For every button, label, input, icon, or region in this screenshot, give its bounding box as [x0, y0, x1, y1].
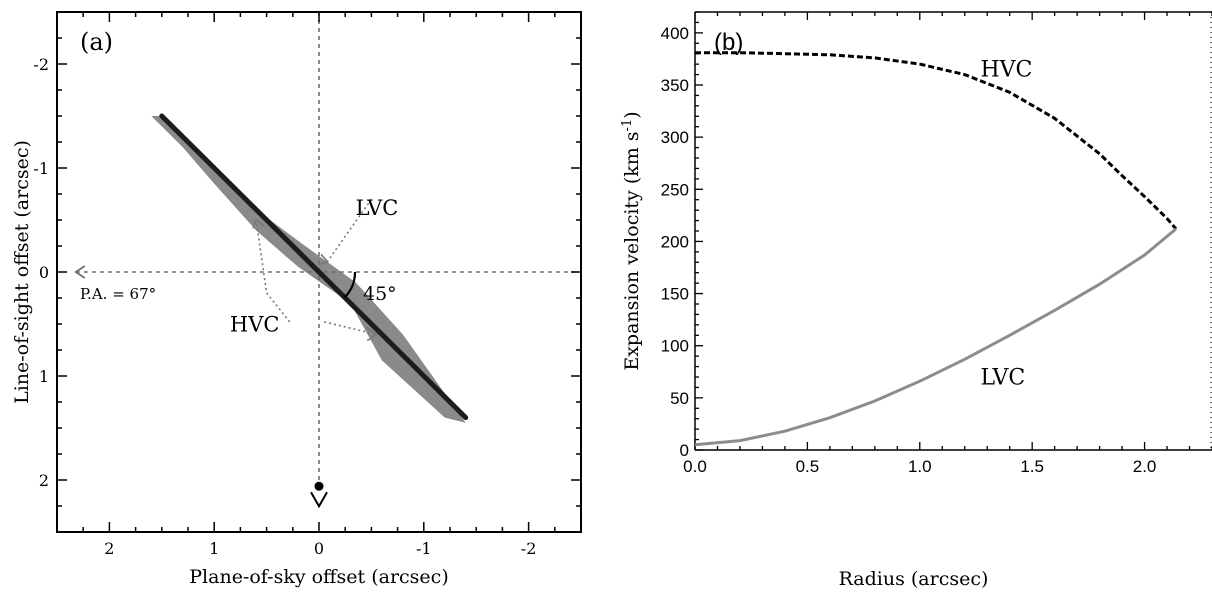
x-axis-label: Plane-of-sky offset (arcsec)	[189, 566, 448, 588]
observer-eye	[314, 481, 324, 491]
x-tick-label: 2.0	[1133, 457, 1157, 476]
y-axis-label: Expansion velocity (km s-1)	[620, 111, 643, 370]
x-tick-label: 2	[104, 539, 114, 558]
lvc-series-label: LVC	[980, 365, 1025, 390]
hvc-arrow-head-lower	[365, 326, 379, 342]
x-tick-label: 1.5	[1020, 457, 1044, 476]
y-tick-label: 250	[661, 180, 689, 199]
pa-label: P.A. = 67°	[80, 285, 156, 303]
y-tick-label: 300	[661, 128, 689, 147]
series-line-lvc	[694, 227, 1177, 447]
x-tick-label: 0.0	[683, 457, 707, 476]
x-tick-label: 0.5	[796, 457, 820, 476]
hvc-leader-upper	[255, 219, 291, 323]
y-tick-label: 2	[39, 471, 49, 490]
x-tick-label: -1	[416, 539, 432, 558]
x-tick-label: -2	[521, 539, 537, 558]
panel-b-label: (b)	[714, 29, 743, 56]
panel-a-label: (a)	[80, 28, 113, 56]
x-tick-label: 1.0	[908, 457, 932, 476]
y-tick-label: 400	[661, 24, 689, 43]
observer-symbol	[310, 491, 328, 509]
panel-a: 45° LVC HVC P.A. = 67° 2 1 0 -1 -2 -2 -1 0 1 2 (a) Plan…	[11, 11, 582, 588]
y-tick-label: 50	[670, 389, 689, 408]
hvc-leader-lower	[324, 321, 377, 336]
jet-axis-line	[159, 113, 469, 421]
y-axis-label-end: )	[621, 111, 643, 118]
pa-arrow-head	[74, 265, 86, 279]
panel-b: 0 50 100 150 200 250 300 350 400 0.0 0.5 1.0 1.5 2.0 H…	[620, 11, 1212, 590]
series-line-hvc	[695, 51, 1178, 230]
hvc-series-label: HVC	[980, 58, 1032, 83]
y-tick-label: 0	[680, 441, 689, 460]
lvc-annotation: LVC	[356, 196, 399, 220]
hvc-arrow-head-upper	[252, 218, 265, 229]
y-tick-label: 100	[661, 337, 689, 356]
hvc-annotation: HVC	[230, 312, 280, 336]
y-tick-label: 200	[661, 232, 689, 251]
y-axis-label-main: Expansion velocity (km s	[621, 131, 643, 370]
y-axis-label: Line-of-sight offset (arcsec)	[11, 140, 33, 404]
y-tick-label: 1	[39, 367, 49, 386]
y-tick-label: 150	[661, 285, 689, 304]
angle-label: 45°	[363, 283, 397, 305]
x-tick-label: 0	[314, 539, 324, 558]
angle-arc	[343, 271, 357, 299]
outflow-region	[151, 116, 466, 423]
y-tick-label: 350	[661, 76, 689, 95]
y-axis-label-sup: -1	[620, 119, 635, 132]
y-tick-label: -1	[33, 159, 49, 178]
y-tick-label: 0	[39, 263, 49, 282]
lvc-arrow-head	[318, 253, 329, 266]
x-axis-label: Radius (arcsec)	[839, 568, 989, 590]
x-tick-label: 1	[209, 539, 219, 558]
y-tick-label: -2	[33, 55, 49, 74]
